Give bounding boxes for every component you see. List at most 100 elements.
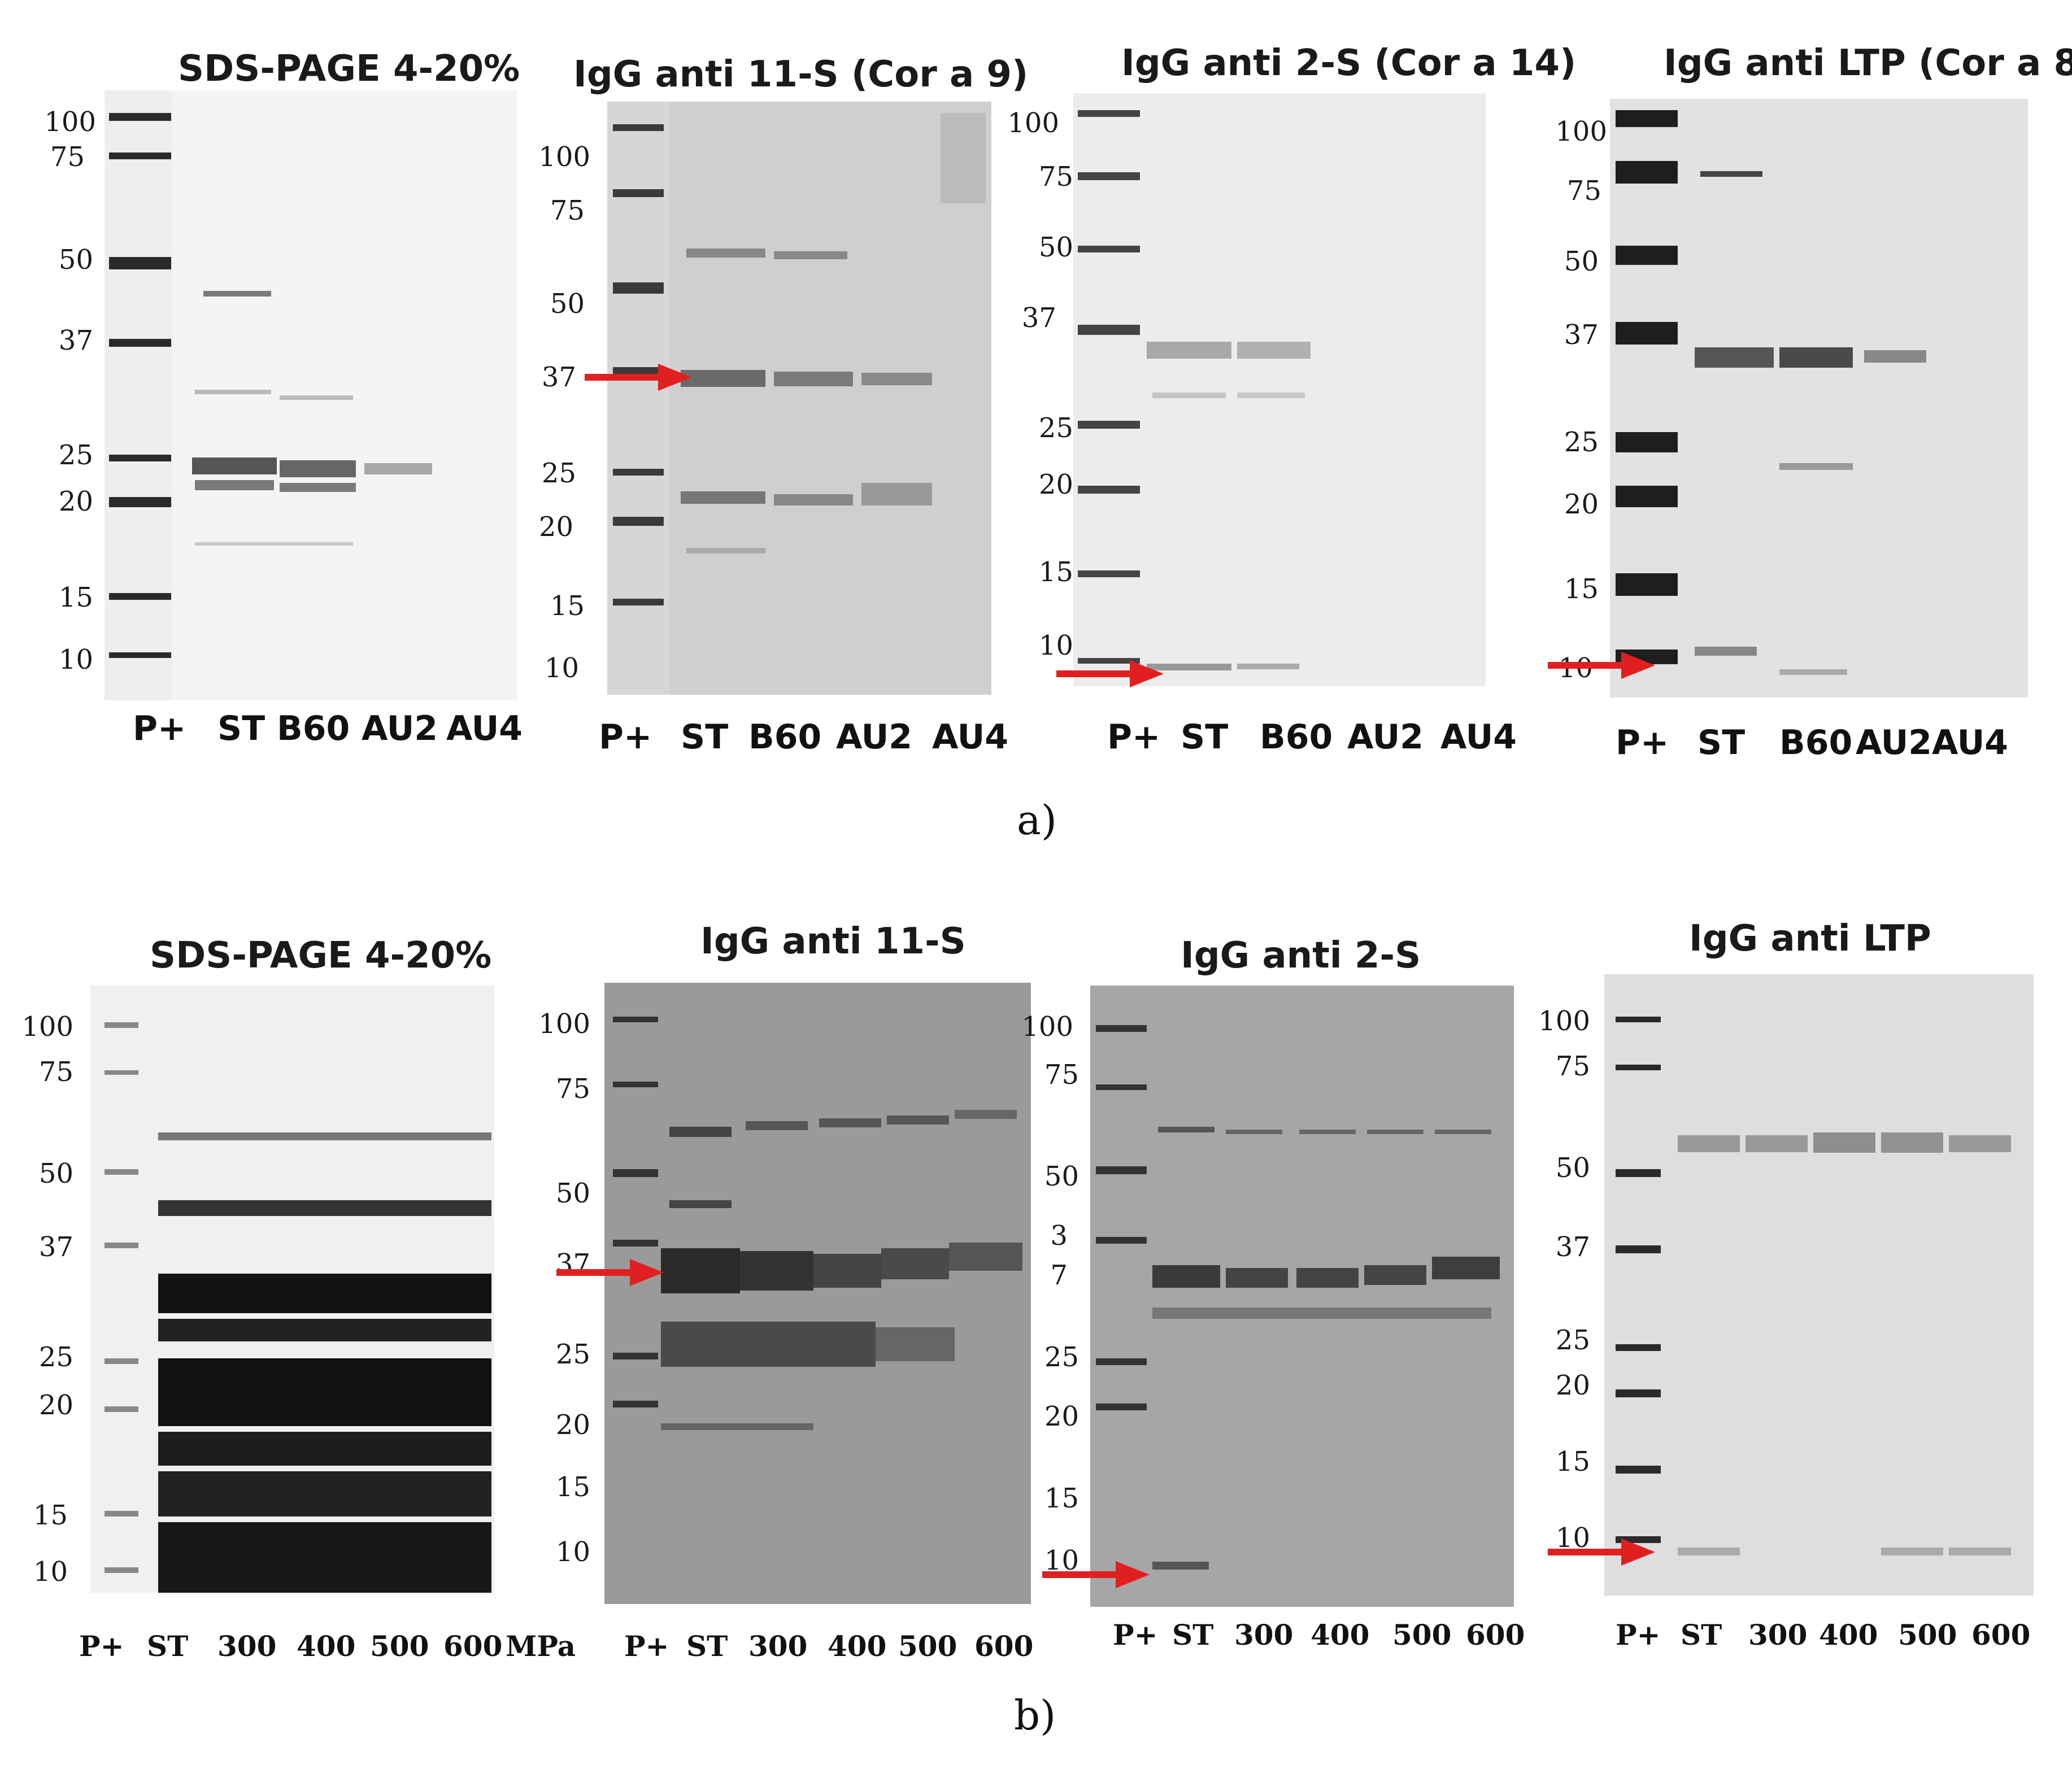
- lane-label: AU4: [932, 717, 1009, 757]
- ladder-band: [109, 455, 171, 461]
- mw-label: 10: [544, 652, 579, 684]
- ladder-band: [1078, 570, 1140, 577]
- mw-label: 15: [550, 590, 585, 622]
- ladder-band: [105, 1406, 138, 1412]
- lane-label: 400: [297, 1629, 356, 1663]
- mw-label: 7: [1050, 1260, 1068, 1291]
- sample-band: [774, 494, 853, 505]
- ladder-band: [109, 113, 171, 121]
- sample-band: [774, 251, 847, 259]
- blot-a2-title: IgG anti 11-S (Cor a 9): [573, 54, 1029, 95]
- lane-label: AU2: [1347, 717, 1424, 757]
- blot-b3-title: IgG anti 2-S: [1181, 935, 1421, 977]
- lane-label: P+: [1616, 723, 1669, 762]
- sample-band: [192, 457, 277, 474]
- ladder-band: [613, 1082, 658, 1087]
- lane-label: P+: [1113, 1618, 1158, 1651]
- ladder-band: [1616, 110, 1678, 127]
- mw-label: 25: [541, 457, 576, 489]
- ladder-band: [1616, 573, 1678, 596]
- blot-a3-title: IgG anti 2-S (Cor a 14): [1121, 42, 1577, 84]
- mw-label: 75: [1555, 1051, 1590, 1082]
- ladder-band: [613, 599, 664, 605]
- mw-label: 25: [38, 1341, 73, 1373]
- mw-label: 20: [555, 1409, 590, 1441]
- ladder-band: [1096, 1166, 1147, 1174]
- lane-label: 300: [217, 1629, 277, 1663]
- arrow-icon: [1042, 1561, 1150, 1588]
- sample-band: [158, 1274, 491, 1313]
- lane-label: ST: [147, 1629, 189, 1663]
- mw-label: 15: [1038, 556, 1073, 588]
- sample-band: [1367, 1130, 1424, 1134]
- arrow-icon: [1548, 652, 1655, 679]
- sample-band: [1949, 1135, 2011, 1152]
- lane-label: P+: [1616, 1618, 1661, 1651]
- mw-label: 25: [1038, 412, 1073, 444]
- ladder-band: [1616, 432, 1678, 452]
- mw-label: 25: [1564, 426, 1599, 458]
- blot-b3-image: [1090, 986, 1514, 1607]
- mw-label: 100: [1538, 1005, 1590, 1037]
- mw-label: 37: [1555, 1231, 1590, 1263]
- lane-label: ST: [217, 709, 265, 748]
- ladder-band: [1096, 1358, 1147, 1365]
- mw-label: 75: [1044, 1059, 1079, 1091]
- sample-band: [1364, 1265, 1426, 1285]
- sample-band: [669, 1200, 732, 1208]
- ladder-band: [1078, 658, 1140, 664]
- mw-label: 100: [44, 106, 96, 138]
- blot-a3-image: [1073, 93, 1486, 686]
- ladder-band: [1078, 246, 1140, 252]
- ladder-band: [1616, 322, 1678, 345]
- mw-label: 20: [1038, 469, 1073, 500]
- mw-label: 10: [33, 1556, 68, 1588]
- sample-band: [949, 1243, 1022, 1271]
- sample-band: [661, 1322, 876, 1367]
- sample-band: [1678, 1135, 1740, 1152]
- ladder-band: [613, 367, 664, 375]
- sample-band: [364, 463, 432, 474]
- ladder-band: [1616, 1017, 1661, 1022]
- ladder-band: [1078, 325, 1140, 335]
- lane-label: AU2: [1856, 723, 1932, 762]
- ladder-band: [613, 1017, 658, 1022]
- sample-band: [1432, 1257, 1500, 1279]
- lane-label: 600: [974, 1629, 1034, 1663]
- mw-label: 37: [58, 325, 93, 356]
- sample-band: [1779, 463, 1853, 470]
- mw-label: 100: [21, 1011, 73, 1043]
- sample-band: [1678, 1548, 1740, 1555]
- blot-b4-image: [1604, 974, 2034, 1596]
- sample-band: [1299, 1130, 1356, 1134]
- mw-label: 20: [1555, 1370, 1590, 1401]
- ladder-band: [613, 1353, 658, 1359]
- ladder-band: [613, 469, 664, 476]
- sample-band: [661, 1423, 813, 1430]
- ladder-band: [105, 1567, 138, 1573]
- ladder-band: [1616, 486, 1678, 507]
- blot-a1-image: [105, 90, 517, 700]
- lane-label: P+: [79, 1629, 124, 1663]
- ladder-band: [1078, 110, 1140, 117]
- sample-band: [669, 1127, 732, 1137]
- lane-label: 500: [1392, 1618, 1452, 1651]
- caption-b: b): [1014, 1692, 1056, 1739]
- mw-label: 15: [555, 1471, 590, 1503]
- mw-label: 15: [58, 582, 93, 613]
- lane-label: P+: [133, 709, 186, 748]
- blot-a4-image: [1610, 99, 2028, 698]
- sample-band: [941, 113, 986, 203]
- ladder-band: [1616, 1169, 1661, 1177]
- sample-band: [1695, 647, 1757, 656]
- sample-band: [1226, 1130, 1282, 1134]
- mw-label: 25: [1044, 1341, 1079, 1373]
- ladder-band: [109, 257, 171, 269]
- ladder-band: [613, 517, 664, 526]
- mw-label: 75: [1038, 161, 1073, 193]
- ladder-band: [109, 652, 171, 658]
- arrow-icon: [1548, 1539, 1655, 1566]
- ladder-band: [105, 1070, 138, 1075]
- sample-band: [158, 1358, 491, 1426]
- sample-band: [1435, 1130, 1491, 1134]
